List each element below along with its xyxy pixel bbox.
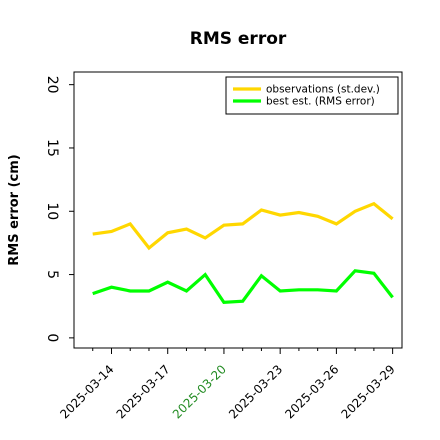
y-axis-ticks: 0 5 10 15 20 [44,76,74,342]
x-tick-label: 2025-03-17 [114,362,173,421]
x-tick-label: 2025-03-14 [57,362,116,421]
chart-title: RMS error [190,29,287,49]
y-tick-label: 20 [44,76,60,94]
series-lines [92,201,394,305]
x-tick-label: 2025-03-26 [282,362,341,421]
legend-box [225,76,399,115]
x-tick-label: 2025-03-23 [226,362,285,421]
legend-label-1: best est. (RMS error) [266,96,375,108]
x-axis-ticks: 2025-03-142025-03-172025-03-202025-03-23… [57,348,398,421]
x-tick-label: 2025-03-20 [170,362,229,421]
legend-label-0: observations (st.dev.) [266,84,380,96]
y-axis-label: RMS error (cm) [7,154,22,265]
y-tick-label: 5 [44,270,60,279]
series-line-1 [92,269,394,305]
series-line-0 [92,201,394,251]
x-tick-label: 2025-03-29 [339,362,398,421]
y-tick-label: 15 [44,139,60,157]
y-tick-label: 10 [44,202,60,220]
y-tick-label: 0 [44,333,60,342]
legend: observations (st.dev.)best est. (RMS err… [225,76,399,115]
plot-frame [73,71,403,349]
